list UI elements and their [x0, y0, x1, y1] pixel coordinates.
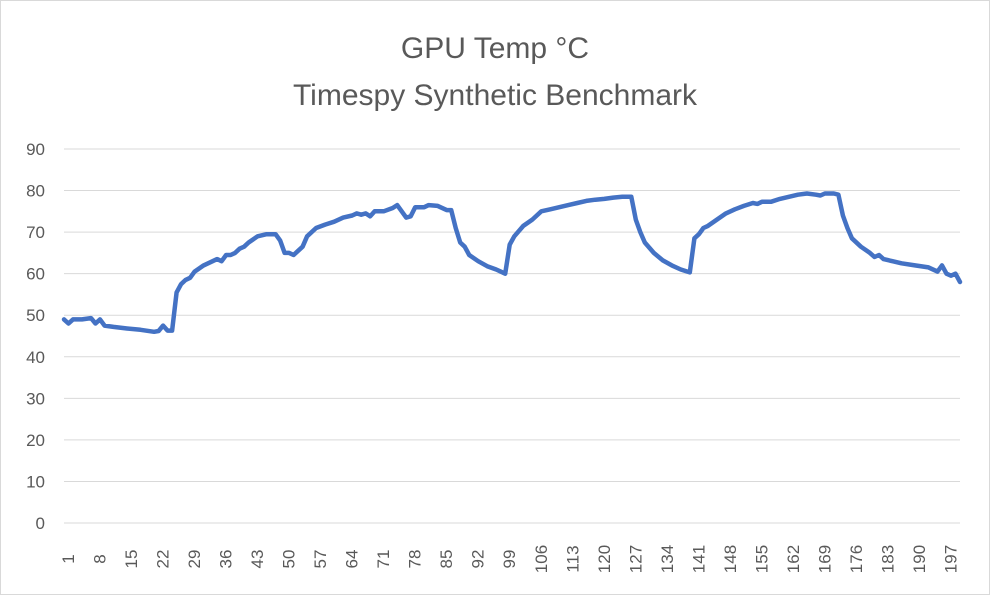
x-tick-label: 106 [532, 545, 551, 573]
x-tick-label: 29 [185, 550, 204, 569]
y-tick-label: 20 [26, 431, 45, 450]
y-tick-label: 10 [26, 472, 45, 491]
x-tick-label: 64 [343, 550, 362, 569]
x-axis-ticks: 1 8 15 22 29 36 43 50 57 64 71 78 85 92 99 106 113 120 127… [59, 545, 960, 573]
y-tick-label: 40 [26, 348, 45, 367]
x-tick-label: 43 [248, 550, 267, 569]
x-tick-label: 176 [847, 545, 866, 573]
x-tick-label: 71 [374, 550, 393, 569]
x-tick-label: 141 [689, 545, 708, 573]
x-tick-label: 15 [122, 550, 141, 569]
x-tick-label: 113 [563, 545, 582, 572]
gridlines [64, 148, 960, 524]
x-tick-label: 22 [154, 550, 173, 569]
y-tick-label: 90 [26, 140, 45, 159]
y-tick-label: 70 [26, 223, 45, 242]
x-tick-label: 169 [815, 545, 834, 573]
chart-subtitle: Timespy Synthetic Benchmark [293, 79, 698, 112]
x-tick-label: 148 [721, 545, 740, 573]
plot-area [61, 191, 963, 335]
x-tick-label: 50 [280, 550, 299, 569]
x-tick-label: 197 [941, 545, 960, 573]
x-tick-label: 183 [878, 545, 897, 573]
x-tick-label: 36 [217, 550, 236, 569]
y-axis-ticks: 0 10 20 30 40 50 60 70 80 90 [26, 140, 45, 533]
chart-title: GPU Temp °C [401, 32, 589, 65]
x-tick-label: 155 [752, 545, 771, 573]
x-tick-label: 78 [406, 550, 425, 569]
y-tick-label: 80 [26, 182, 45, 201]
y-tick-label: 0 [36, 514, 45, 533]
x-tick-label: 57 [311, 550, 330, 569]
x-tick-label: 134 [658, 545, 677, 573]
x-tick-label: 1 [59, 554, 78, 563]
x-tick-label: 120 [595, 545, 614, 573]
x-tick-label: 85 [437, 550, 456, 569]
x-tick-label: 8 [91, 554, 110, 563]
x-tick-label: 162 [784, 545, 803, 573]
x-tick-label: 127 [626, 545, 645, 573]
series-line-gpu-temp [61, 191, 963, 335]
y-tick-label: 50 [26, 306, 45, 325]
y-tick-label: 60 [26, 265, 45, 284]
x-tick-label: 99 [500, 550, 519, 569]
x-tick-label: 190 [910, 545, 929, 573]
x-tick-label: 92 [469, 550, 488, 569]
y-tick-label: 30 [26, 389, 45, 408]
